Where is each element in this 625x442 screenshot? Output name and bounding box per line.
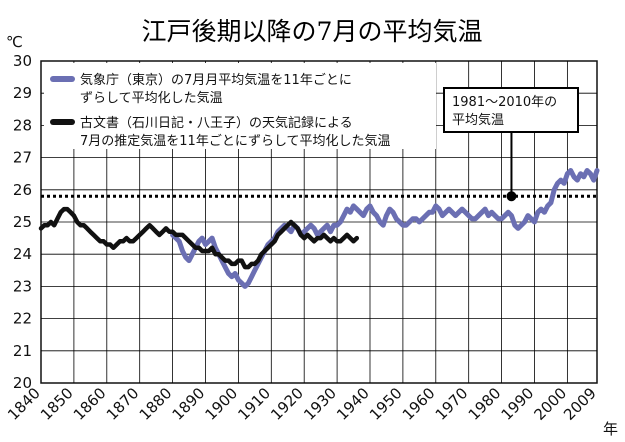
y-tick-label: 29 <box>13 84 32 102</box>
y-tick-label: 24 <box>13 245 32 263</box>
chart-title: 江戸後期以降の7月の平均気温 <box>142 17 483 46</box>
y-axis-unit: ℃ <box>6 33 23 51</box>
y-tick-label: 26 <box>13 181 32 199</box>
legend-label-series-1-line-2: ずらして平均化した気温 <box>80 90 223 106</box>
y-tick-label: 25 <box>13 213 32 231</box>
reference-label: 1981〜2010年の 平均気温 <box>443 87 579 133</box>
y-tick-label: 21 <box>13 342 32 360</box>
y-tick-label: 23 <box>13 277 32 295</box>
y-tick-label: 30 <box>13 52 32 70</box>
y-tick-label: 20 <box>13 374 32 392</box>
legend: 気象庁（東京）の7月月平均気温を11年ごとに ずらして平均化した気温 古文書（石… <box>44 63 436 149</box>
legend-label-series-2-line-1: 古文書（石川日記・八王子）の天気記録による <box>80 115 353 131</box>
legend-box <box>44 63 436 149</box>
reference-marker <box>506 191 517 202</box>
series-line-1 <box>170 168 600 289</box>
y-tick-label: 28 <box>13 116 32 134</box>
y-tick-label: 22 <box>13 310 32 328</box>
reference-label-line-1: 1981〜2010年の <box>452 95 557 110</box>
reference-label-line-2: 平均気温 <box>452 112 504 128</box>
reference-label-box <box>443 87 579 133</box>
y-tick-label: 27 <box>13 149 32 167</box>
series-line-2 <box>38 206 360 270</box>
series-layer <box>38 168 600 289</box>
y-axis-ticks: 20 21 22 23 24 25 26 27 28 29 30 <box>13 52 32 392</box>
legend-label-series-1-line-1: 気象庁（東京）の7月月平均気温を11年ごとに <box>80 72 352 88</box>
legend-label-series-2-line-2: 7月の推定気温を11年ごとにずらして平均化した気温 <box>80 133 391 149</box>
x-axis-unit: 年 <box>603 420 618 438</box>
